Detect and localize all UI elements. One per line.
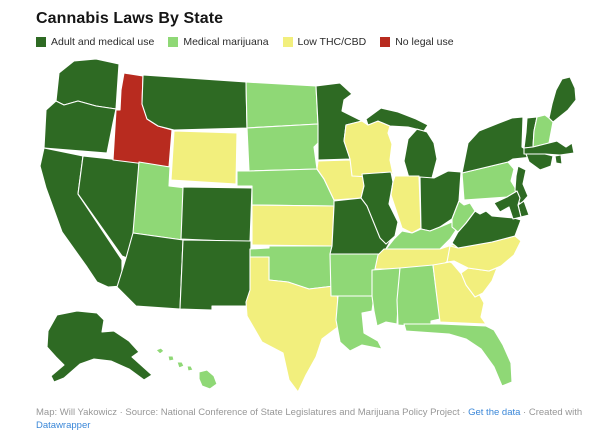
footer-byline: Map: Will Yakowicz · Source: National Co… [36,406,588,432]
state-nh[interactable]: New Hampshire [532,114,554,148]
state-il[interactable]: Illinois [360,171,399,245]
state-ks[interactable]: Kansas [251,204,335,247]
state-sd[interactable]: South Dakota [246,123,321,172]
legend-item-no-legal: No legal use [380,36,454,48]
legend: Adult and medical use Medical marijuana … [36,36,454,48]
legend-item-adult-medical: Adult and medical use [36,36,154,48]
state-wy[interactable]: Wyoming [170,130,238,185]
state-ne[interactable]: Nebraska [236,168,335,207]
state-ct[interactable]: Connecticut [525,153,554,171]
chart-header: Cannabis Laws By State [36,10,223,28]
legend-label: Adult and medical use [51,36,155,48]
state-or[interactable]: Oregon [43,100,117,154]
state-in[interactable]: Indiana [390,175,422,234]
legend-label: Medical marijuana [183,36,269,48]
legend-label: Low THC/CBD [297,36,367,48]
legend-swatch-no-legal-icon [380,37,391,47]
state-ga[interactable]: Georgia [432,261,487,325]
state-nm[interactable]: New Mexico [179,239,252,311]
state-pa[interactable]: Pennsylvania [461,161,518,201]
state-fl[interactable]: Florida [403,323,513,387]
footer-text: · Created with [520,407,583,418]
legend-swatch-adult-medical-icon [36,37,46,47]
get-the-data-link[interactable]: Get the data [468,407,521,418]
legend-item-medical: Medical marijuana [168,36,269,48]
state-nd[interactable]: North Dakota [245,81,319,129]
state-la[interactable]: Louisiana [335,295,383,352]
state-ak[interactable]: Alaska [46,310,153,383]
state-mt[interactable]: Montana [141,74,248,131]
state-ri[interactable]: Rhode Island [554,154,563,165]
state-al[interactable]: Alabama [396,264,441,329]
state-md[interactable]: Maryland [493,190,522,220]
legend-label: No legal use [395,36,454,48]
legend-item-low-thc: Low THC/CBD [282,36,367,48]
state-ms[interactable]: Mississippi [371,267,401,327]
state-mi[interactable]: Michigan [365,107,438,179]
legend-swatch-medical-icon [168,37,179,47]
footer-text: Map: Will Yakowicz · Source: National Co… [36,407,469,418]
state-wa[interactable]: Washington [55,58,120,110]
chart-title: Cannabis Laws By State [36,10,224,27]
datawrapper-link[interactable]: Datawrapper [36,420,91,431]
state-wi[interactable]: Wisconsin [343,120,394,179]
state-me[interactable]: Maine [548,76,577,123]
legend-swatch-low-thc-icon [282,37,293,47]
state-hi[interactable]: Hawaii [155,347,218,390]
state-co[interactable]: Colorado [180,186,253,243]
state-ny[interactable]: New York [461,116,533,174]
state-tx[interactable]: Texas [245,256,343,393]
state-wv[interactable]: West Virginia [451,200,476,233]
